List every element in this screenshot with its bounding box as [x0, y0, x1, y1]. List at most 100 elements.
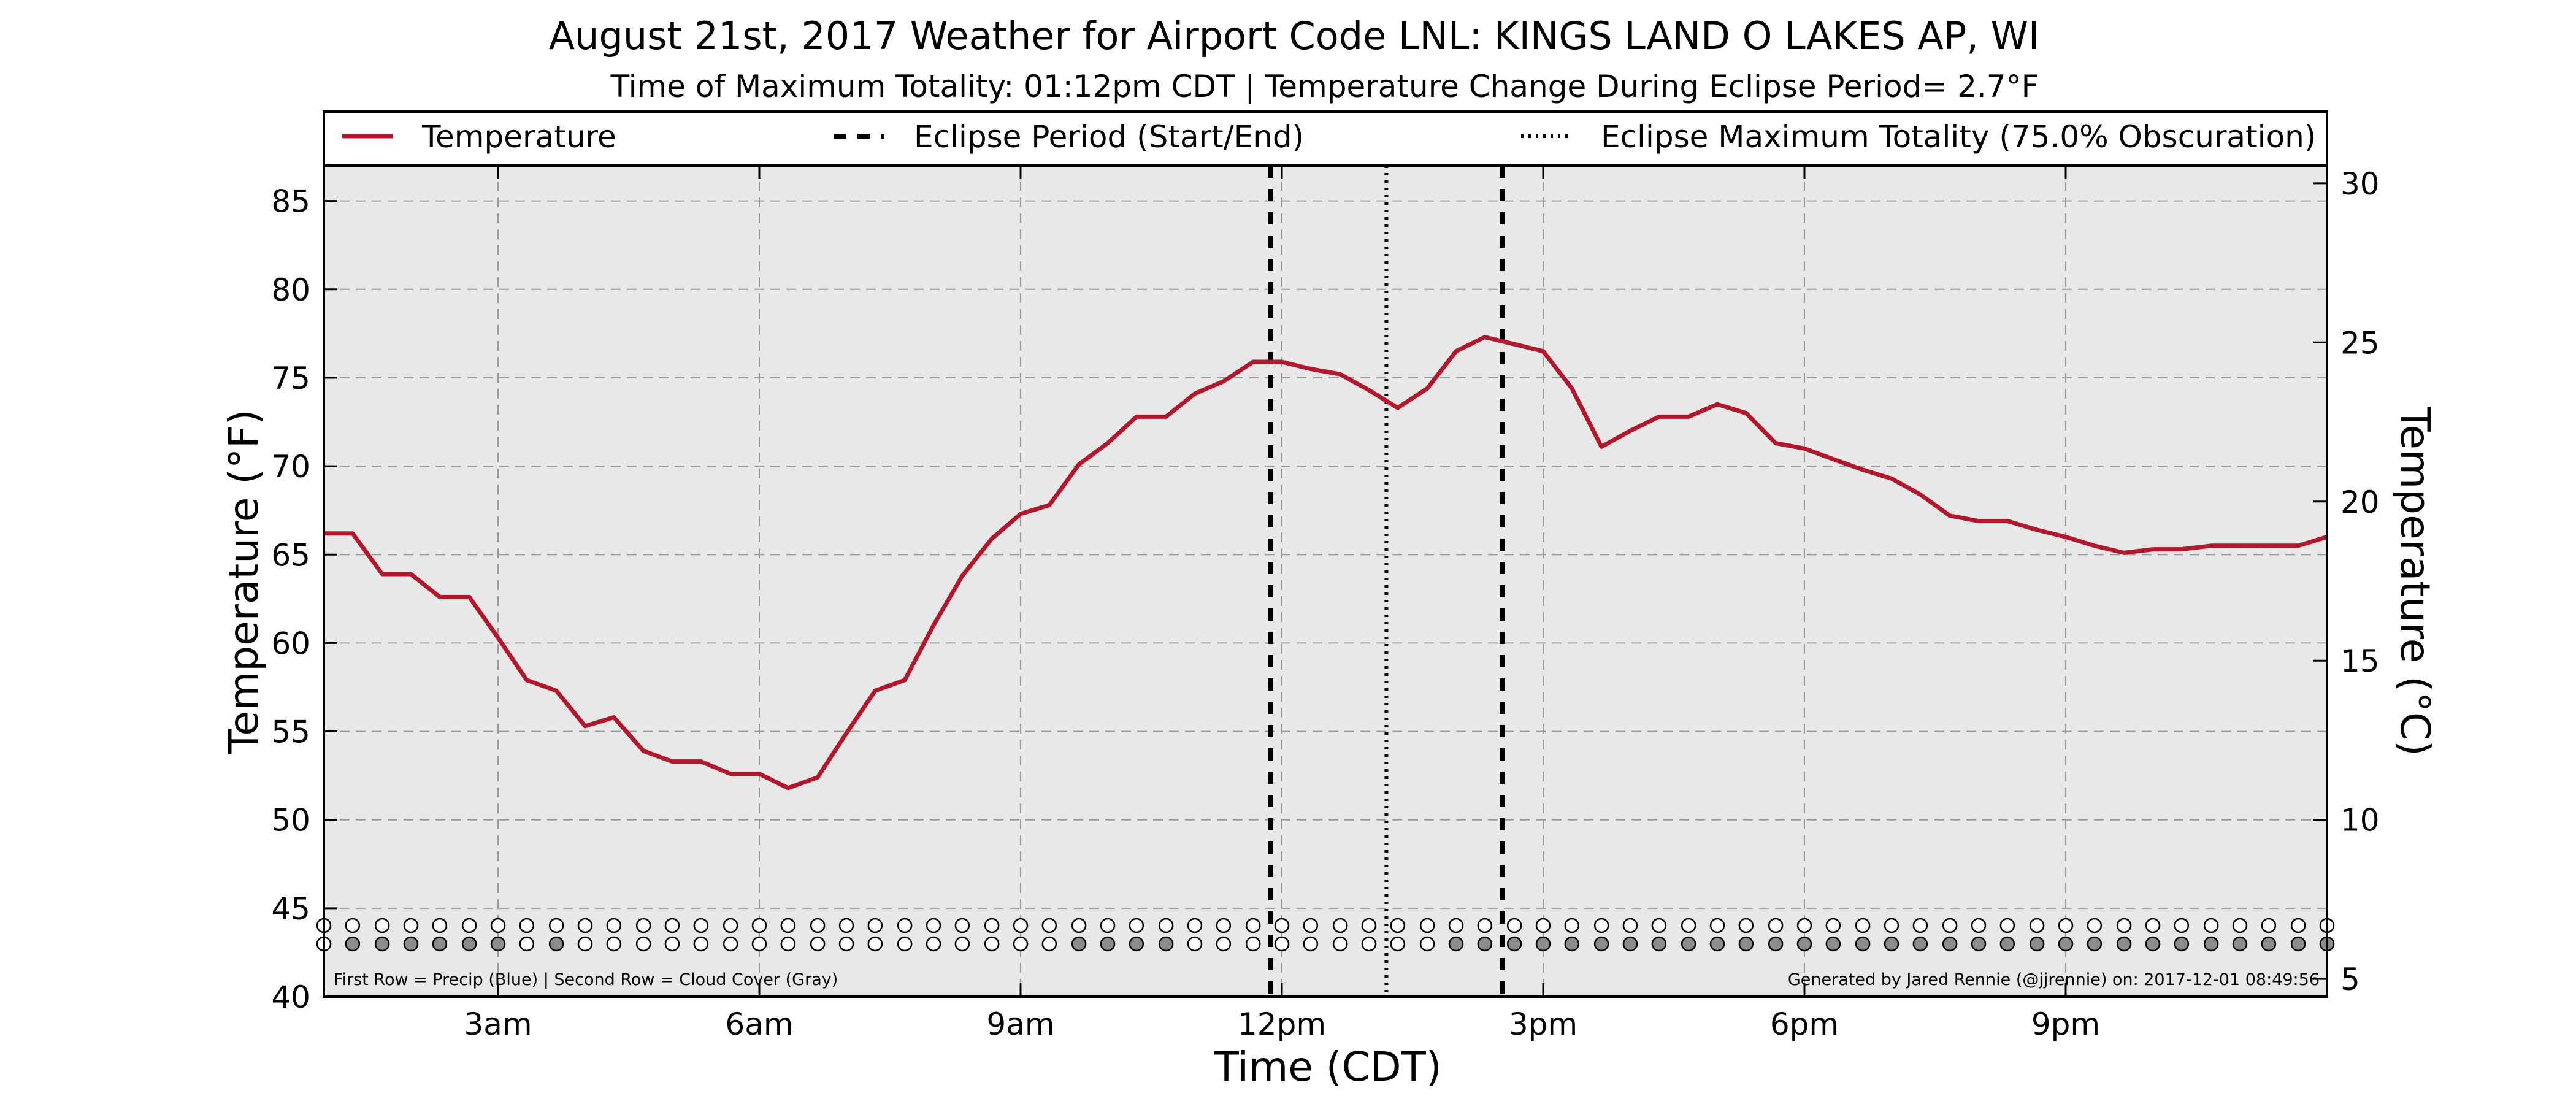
cloud-dot [403, 936, 419, 952]
precip-dot [1825, 918, 1841, 933]
cloud-dot [1593, 936, 1609, 952]
legend-box [323, 110, 2328, 167]
y-axis-label-right: Temperature (°C) [2391, 406, 2439, 756]
precip-dot [403, 918, 419, 933]
precip-dot [1158, 918, 1174, 933]
precip-dot [1448, 918, 1464, 933]
cloud-dot [1622, 936, 1638, 952]
y-right-tick-label: 20 [2340, 485, 2380, 520]
precip-dot [1506, 918, 1522, 933]
cloud-dot [664, 936, 680, 952]
precip-dot [2145, 918, 2161, 933]
x-tick-label: 12pm [1238, 1006, 1326, 1042]
cloud-dot [954, 936, 970, 952]
y-right-tick-label: 30 [2340, 166, 2380, 202]
precip-dot [1681, 918, 1696, 933]
precip-dot [1738, 918, 1754, 933]
precip-dot [1187, 918, 1203, 933]
cloud-dot [2116, 936, 2132, 952]
cloud-dot [1999, 936, 2015, 952]
cloud-dot [635, 936, 651, 952]
precip-dot [577, 918, 593, 933]
cloud-dot [984, 936, 1000, 952]
cloud-dot [2029, 936, 2045, 952]
precip-dot [1971, 918, 1987, 933]
series-layer [324, 335, 2328, 791]
cloud-dot [1361, 936, 1377, 952]
precip-dot [635, 918, 651, 933]
legend-label-temperature: Temperature [421, 119, 616, 155]
precip-dot [374, 918, 390, 933]
precip-dot [838, 918, 854, 933]
precip-dot [1303, 918, 1319, 933]
x-axis-label: Time (CDT) [1213, 1043, 1441, 1091]
x-tick-label: 9am [986, 1006, 1054, 1042]
precip-dot [1100, 918, 1116, 933]
precip-cloud-rows [316, 918, 2335, 952]
legend: Temperature Eclipse Period (Start/End) E… [323, 110, 2328, 167]
cloud-dot [2087, 936, 2103, 952]
cloud-dot [519, 936, 535, 952]
cloud-dot [374, 936, 390, 952]
cloud-dot [1768, 936, 1784, 952]
precip-dot [1651, 918, 1667, 933]
footnote-right: Generated by Jared Rennie (@jjrennie) on… [1788, 970, 2320, 989]
precip-dot [1535, 918, 1551, 933]
cloud-dot [1332, 936, 1348, 952]
cloud-dot [1506, 936, 1522, 952]
cloud-dot [723, 936, 738, 952]
precip-dot [1332, 918, 1348, 933]
precip-dot [490, 918, 506, 933]
precip-dot [1274, 918, 1290, 933]
precip-dot [519, 918, 535, 933]
precip-dot [1593, 918, 1609, 933]
cloud-dot [2145, 936, 2161, 952]
cloud-dot [432, 936, 448, 952]
precip-dot [548, 918, 564, 933]
cloud-dot [1100, 936, 1116, 952]
cloud-dot [2232, 936, 2248, 952]
precip-dot [461, 918, 477, 933]
y-tick-label: 45 [271, 891, 310, 927]
cloud-dot [577, 936, 593, 952]
cloud-dot [1564, 936, 1580, 952]
precip-dot [1245, 918, 1261, 933]
precip-dot [2203, 918, 2219, 933]
precip-dot [1884, 918, 1899, 933]
precip-dot [1855, 918, 1871, 933]
cloud-dot [1855, 936, 1871, 952]
cloud-dot [867, 936, 883, 952]
precip-dot [1768, 918, 1784, 933]
cloud-dot [838, 936, 854, 952]
cloud-dot [810, 936, 826, 952]
y-tick-label: 55 [271, 715, 310, 750]
cloud-dot [1187, 936, 1203, 952]
cloud-dot [2058, 936, 2074, 952]
precip-dot [2058, 918, 2074, 933]
cloud-dot [926, 936, 941, 952]
cloud-dot [1651, 936, 1667, 952]
y-right-tick-label: 25 [2340, 325, 2380, 361]
chart-subtitle: Time of Maximum Totality: 01:12pm CDT | … [610, 69, 2039, 104]
precip-dot [606, 918, 622, 933]
precip-dot [1622, 918, 1638, 933]
legend-label-eclipse-max: Eclipse Maximum Totality (75.0% Obscurat… [1601, 119, 2316, 155]
legend-label-eclipse-period: Eclipse Period (Start/End) [914, 119, 1304, 155]
cloud-dot [897, 936, 913, 952]
cloud-dot [1942, 936, 1958, 952]
cloud-dot [2290, 936, 2306, 952]
precip-dot [984, 918, 1000, 933]
footnote-left: First Row = Precip (Blue) | Second Row =… [334, 970, 838, 989]
precip-dot [751, 918, 767, 933]
cloud-dot [1041, 936, 1057, 952]
cloud-dot [1884, 936, 1899, 952]
cloud-dot [1419, 936, 1435, 952]
y-tick-label: 40 [271, 979, 310, 1015]
precip-dot [2232, 918, 2248, 933]
y-right-tick-label: 15 [2340, 643, 2380, 679]
precip-dot [2290, 918, 2306, 933]
x-tick-label: 3am [464, 1006, 532, 1042]
cloud-dot [1013, 936, 1029, 952]
cloud-dot [1303, 936, 1319, 952]
precip-dot [1361, 918, 1377, 933]
